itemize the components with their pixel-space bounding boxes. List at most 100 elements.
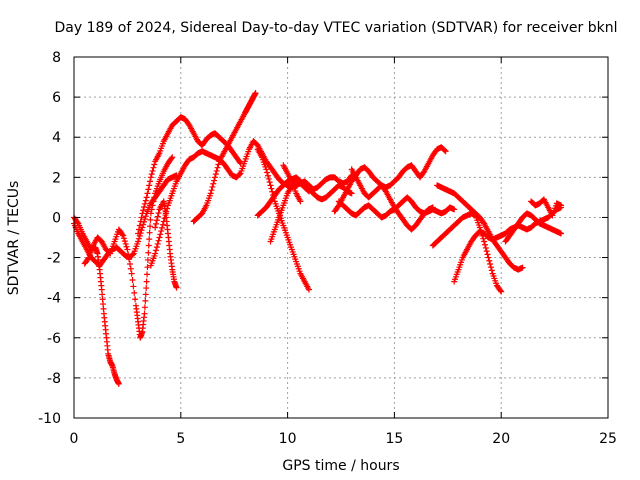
data-point — [155, 237, 162, 244]
data-point — [498, 288, 505, 295]
data-point — [265, 175, 272, 182]
x-tick-label: 20 — [492, 431, 510, 447]
data-point — [146, 229, 153, 236]
data-point — [74, 219, 81, 226]
data-point — [142, 297, 149, 304]
data-point — [451, 206, 458, 213]
data-point — [159, 221, 166, 228]
series-arc-20 — [528, 196, 565, 219]
data-point — [131, 289, 138, 296]
data-point — [519, 264, 526, 271]
data-point — [119, 231, 126, 238]
data-point — [264, 169, 271, 176]
data-point — [144, 256, 151, 263]
y-tick-label: -10 — [38, 411, 61, 427]
data-point — [211, 174, 218, 181]
data-point — [153, 247, 160, 254]
data-point — [132, 296, 139, 303]
data-point — [143, 194, 150, 201]
data-point — [267, 182, 274, 189]
data-point — [124, 246, 131, 253]
data-point — [151, 194, 158, 201]
data-point — [141, 204, 148, 211]
y-tick-label: 2 — [52, 170, 61, 186]
data-point — [429, 204, 436, 211]
data-point — [213, 167, 220, 174]
data-point — [140, 207, 147, 214]
data-point — [348, 190, 355, 197]
data-point — [140, 221, 147, 228]
data-point — [121, 238, 128, 245]
chart-title: Day 189 of 2024, Sidereal Day-to-day VTE… — [55, 20, 618, 36]
data-point — [480, 235, 487, 242]
grid — [74, 57, 608, 418]
data-point — [236, 171, 243, 178]
axis-ticks: 0 5 10 15 20 25 -10 -8 -6 -4 -2 0 2 4 6 8 — [38, 50, 617, 447]
x-axis-label: GPS time / hours — [282, 458, 399, 474]
data-point — [488, 267, 495, 274]
series-arc-4 — [135, 114, 244, 237]
data-point — [147, 174, 154, 181]
data-point — [210, 180, 217, 187]
data-point — [135, 230, 142, 237]
data-point — [141, 216, 148, 223]
data-point — [207, 190, 214, 197]
data-point — [130, 283, 137, 290]
data-point — [151, 161, 158, 168]
data-point — [85, 255, 92, 262]
data-point — [215, 161, 222, 168]
data-point — [305, 188, 312, 195]
data-points — [71, 90, 565, 387]
data-point — [211, 177, 218, 184]
series-arc-12 — [280, 162, 304, 205]
data-point — [142, 213, 149, 220]
data-point — [157, 231, 164, 238]
data-point — [135, 226, 142, 233]
data-point — [305, 286, 312, 293]
data-point — [147, 216, 154, 223]
data-point — [145, 242, 152, 249]
data-point — [126, 256, 133, 263]
data-point — [152, 250, 159, 257]
data-point — [135, 238, 142, 245]
data-point — [146, 236, 153, 243]
x-tick-label: 0 — [70, 431, 79, 447]
data-point — [305, 187, 312, 194]
data-point — [145, 186, 152, 193]
data-point — [487, 264, 494, 271]
series-arc-15 — [348, 166, 436, 233]
data-point — [126, 260, 133, 267]
data-point — [558, 202, 565, 209]
data-point — [143, 285, 150, 292]
data-point — [141, 304, 148, 311]
series-arc-17 — [429, 210, 505, 295]
data-point — [209, 183, 216, 190]
data-point — [149, 167, 156, 174]
data-point — [482, 244, 489, 251]
plot-frame — [73, 56, 609, 419]
data-point — [127, 265, 134, 272]
series-arc-9 — [254, 146, 312, 293]
data-point — [442, 148, 449, 155]
y-tick-label: -6 — [47, 331, 61, 347]
data-point — [268, 185, 275, 192]
data-point — [115, 380, 122, 387]
data-point — [252, 90, 259, 97]
data-point — [483, 248, 490, 255]
data-point — [558, 230, 565, 237]
data-point — [147, 210, 154, 217]
y-tick-label: 0 — [52, 210, 61, 226]
data-point — [125, 251, 132, 258]
y-tick-label: 4 — [52, 130, 61, 146]
data-point — [214, 164, 221, 171]
x-tick-label: 25 — [599, 431, 617, 447]
data-point — [486, 257, 493, 264]
data-point — [269, 188, 276, 195]
data-point — [169, 154, 176, 161]
data-point — [236, 159, 243, 166]
data-point — [264, 172, 271, 179]
data-point — [145, 249, 152, 256]
data-point — [144, 264, 151, 271]
data-point — [138, 214, 145, 221]
y-axis-label: SDTVAR / TECUs — [6, 181, 22, 296]
